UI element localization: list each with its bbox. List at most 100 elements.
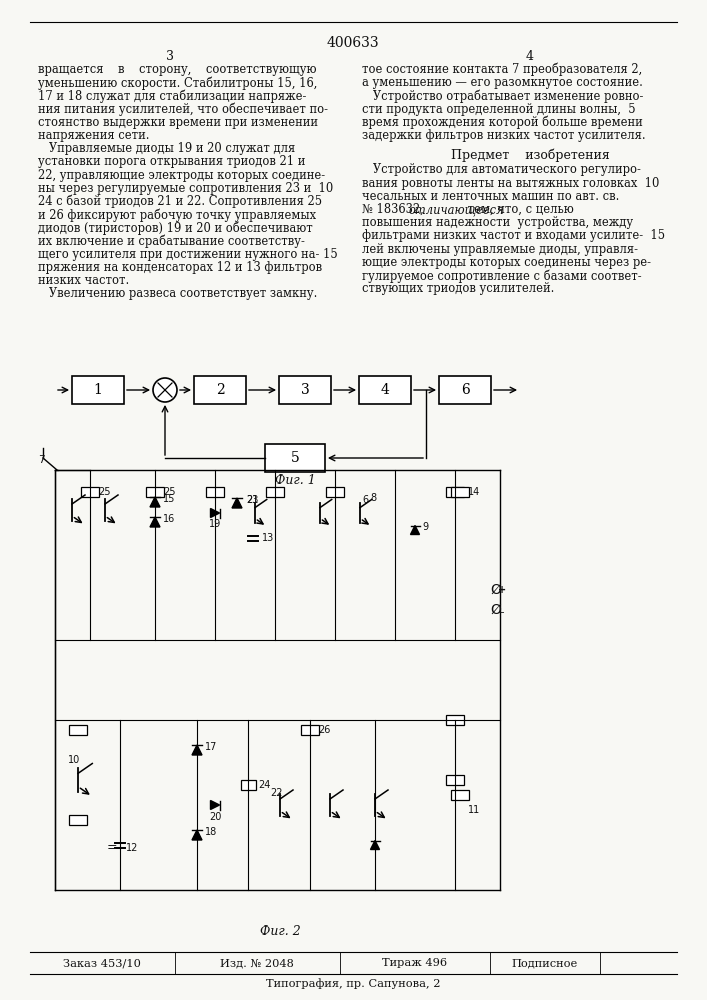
Bar <box>69 725 87 735</box>
Polygon shape <box>150 497 160 507</box>
Text: ны через регулируемые сопротивления 23 и  10: ны через регулируемые сопротивления 23 и… <box>38 182 333 195</box>
Text: 2: 2 <box>216 383 224 397</box>
Bar <box>359 376 411 404</box>
Text: Устройство для автоматического регулиро-: Устройство для автоматического регулиро- <box>362 163 641 176</box>
Bar <box>446 775 464 785</box>
Text: Фиг. 2: Фиг. 2 <box>259 925 300 938</box>
Text: тем, что, с целью: тем, что, с целью <box>464 203 573 216</box>
Text: 4: 4 <box>526 50 534 63</box>
Text: щего усилителя при достижении нужного на- 15: щего усилителя при достижении нужного на… <box>38 248 338 261</box>
Text: задержки фильтров низких частот усилителя.: задержки фильтров низких частот усилител… <box>362 129 645 142</box>
Polygon shape <box>370 840 380 850</box>
Text: 24: 24 <box>258 780 270 790</box>
Text: 18: 18 <box>205 827 217 837</box>
Text: 22, управляющие электроды которых соедине-: 22, управляющие электроды которых соедин… <box>38 169 325 182</box>
Polygon shape <box>411 526 419 534</box>
Text: 25: 25 <box>98 487 110 497</box>
Polygon shape <box>211 800 219 810</box>
Bar <box>439 376 491 404</box>
Text: Ø: Ø <box>490 583 501 597</box>
Text: уменьшению скорости. Стабилитроны 15, 16,: уменьшению скорости. Стабилитроны 15, 16… <box>38 76 317 90</box>
Bar <box>206 487 224 497</box>
Text: Ø: Ø <box>490 603 501 617</box>
Text: 6: 6 <box>461 383 469 397</box>
Text: установки порога открывания триодов 21 и: установки порога открывания триодов 21 и <box>38 155 305 168</box>
Text: тое состояние контакта 7 преобразователя 2,: тое состояние контакта 7 преобразователя… <box>362 63 642 77</box>
Bar <box>451 487 469 497</box>
Text: 20: 20 <box>209 812 221 822</box>
Bar <box>72 376 124 404</box>
Text: 3: 3 <box>166 50 174 63</box>
Bar <box>266 487 284 497</box>
Text: 22: 22 <box>270 788 283 798</box>
Text: 19: 19 <box>209 519 221 529</box>
Text: ющие электроды которых соединены через ре-: ющие электроды которых соединены через р… <box>362 256 651 269</box>
Text: 6: 6 <box>362 495 368 505</box>
Polygon shape <box>150 517 160 527</box>
Text: чесальных и ленточных машин по авт. св.: чесальных и ленточных машин по авт. св. <box>362 190 619 203</box>
Text: 5: 5 <box>291 451 299 465</box>
Text: стоянство выдержки времени при изменении: стоянство выдержки времени при изменении <box>38 116 318 129</box>
Text: вания ровноты ленты на вытяжных головках  10: вания ровноты ленты на вытяжных головках… <box>362 177 660 190</box>
Polygon shape <box>232 498 242 508</box>
Text: гулируемое сопротивление с базами соответ-: гулируемое сопротивление с базами соотве… <box>362 269 642 283</box>
Bar <box>240 780 255 790</box>
Bar <box>326 487 344 497</box>
Text: 4: 4 <box>380 383 390 397</box>
Text: 1: 1 <box>93 383 103 397</box>
Text: 26: 26 <box>318 725 330 735</box>
Text: а уменьшению — его разомкнутое состояние.: а уменьшению — его разомкнутое состояние… <box>362 76 643 89</box>
Text: –: – <box>498 607 503 617</box>
Text: 17 и 18 служат для стабилизации напряже-: 17 и 18 служат для стабилизации напряже- <box>38 89 306 103</box>
Text: Увеличению развеса соответствует замкну.: Увеличению развеса соответствует замкну. <box>38 287 317 300</box>
Text: и 26 фиксируют рабочую точку управляемых: и 26 фиксируют рабочую точку управляемых <box>38 208 316 222</box>
Text: 14: 14 <box>468 487 480 497</box>
Text: их включение и срабатывание соответству-: их включение и срабатывание соответству- <box>38 235 305 248</box>
Text: № 183632,: № 183632, <box>362 203 427 216</box>
Text: ния питания усилителей, что обеспечивает по-: ния питания усилителей, что обеспечивает… <box>38 103 328 116</box>
Bar <box>194 376 246 404</box>
Text: Устройство отрабатывает изменение ровно-: Устройство отрабатывает изменение ровно- <box>362 89 643 103</box>
Text: сти продукта определенной длины волны,  5: сти продукта определенной длины волны, 5 <box>362 103 636 116</box>
Text: ствующих триодов усилителей.: ствующих триодов усилителей. <box>362 282 554 295</box>
Text: отличающееся: отличающееся <box>408 203 504 216</box>
Text: Изд. № 2048: Изд. № 2048 <box>220 958 294 968</box>
Polygon shape <box>192 830 202 840</box>
Text: 3: 3 <box>300 383 310 397</box>
Bar <box>301 725 319 735</box>
Text: Типография, пр. Сапунова, 2: Типография, пр. Сапунова, 2 <box>266 978 440 989</box>
Text: 17: 17 <box>205 742 217 752</box>
Polygon shape <box>211 508 219 518</box>
Text: Управляемые диоды 19 и 20 служат для: Управляемые диоды 19 и 20 служат для <box>38 142 296 155</box>
Text: Фиг. 1: Фиг. 1 <box>274 474 315 487</box>
Bar <box>446 715 464 725</box>
Text: 23: 23 <box>246 495 258 505</box>
Text: 15: 15 <box>163 494 175 504</box>
Text: 25: 25 <box>163 487 175 497</box>
Text: 24 с базой триодов 21 и 22. Сопротивления 25: 24 с базой триодов 21 и 22. Сопротивлени… <box>38 195 322 209</box>
Text: 13: 13 <box>262 533 274 543</box>
Polygon shape <box>192 745 202 755</box>
Bar <box>265 444 325 472</box>
Text: 16: 16 <box>163 514 175 524</box>
Text: напряжения сети.: напряжения сети. <box>38 129 149 142</box>
Text: вращается    в    сторону,    соответствующую: вращается в сторону, соответствующую <box>38 63 317 76</box>
Bar <box>81 487 99 497</box>
Bar <box>451 790 469 800</box>
Text: 9: 9 <box>422 522 428 532</box>
Text: Предмет    изобретения: Предмет изобретения <box>450 148 609 162</box>
Text: =: = <box>107 842 117 854</box>
Text: 21: 21 <box>246 495 258 505</box>
Circle shape <box>153 378 177 402</box>
Text: 7: 7 <box>38 455 45 465</box>
Text: +: + <box>498 585 506 595</box>
Text: Заказ 453/10: Заказ 453/10 <box>63 958 141 968</box>
Text: Подписное: Подписное <box>512 958 578 968</box>
Text: 12: 12 <box>126 843 139 853</box>
Text: повышения надежности  устройства, между: повышения надежности устройства, между <box>362 216 633 229</box>
Text: 8: 8 <box>370 493 376 503</box>
Text: 11: 11 <box>468 805 480 815</box>
Bar <box>279 376 331 404</box>
Text: низких частот.: низких частот. <box>38 274 129 287</box>
Text: Тираж 496: Тираж 496 <box>382 958 448 968</box>
